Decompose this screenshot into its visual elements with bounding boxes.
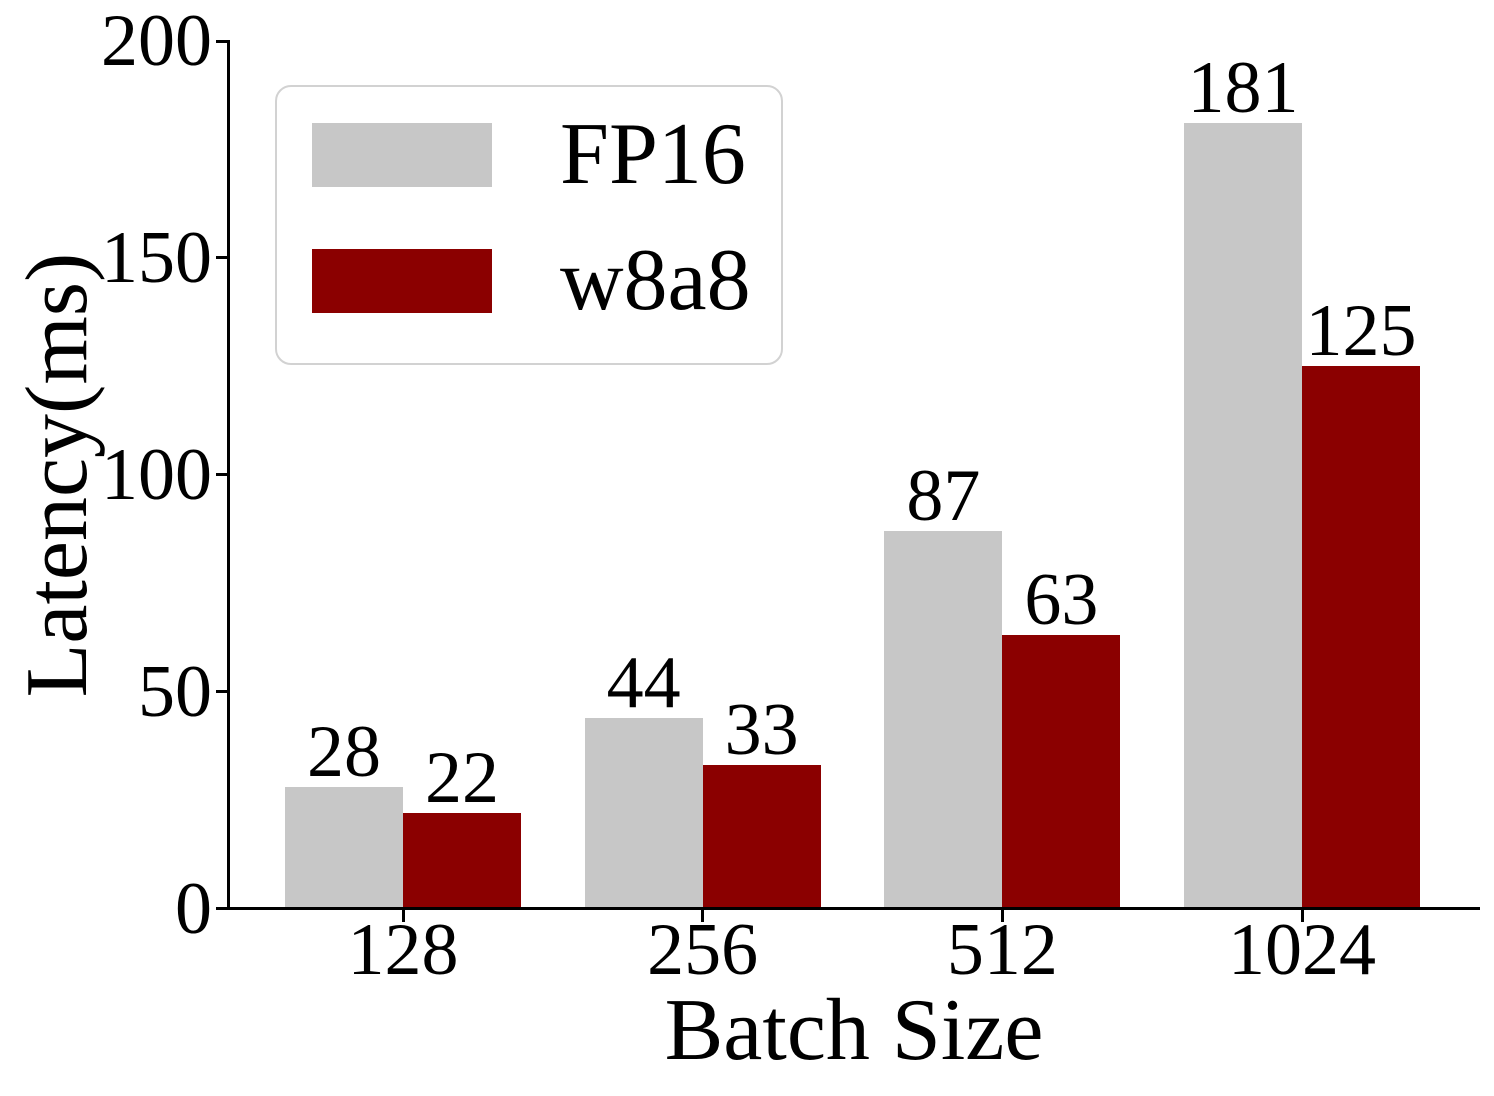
x-tick-label-1024: 1024 bbox=[1228, 909, 1376, 991]
x-tick-label-128: 128 bbox=[347, 909, 459, 991]
value-label-w8a8-1024: 125 bbox=[1305, 290, 1417, 373]
y-tick-mark-150 bbox=[216, 256, 228, 260]
value-label-FP16-1024: 181 bbox=[1187, 47, 1299, 130]
x-tick-mark-256 bbox=[701, 910, 705, 922]
legend-label-fp16: FP16 bbox=[560, 106, 746, 203]
x-axis-title: Batch Size bbox=[664, 982, 1044, 1079]
value-label-w8a8-256: 33 bbox=[724, 689, 799, 772]
value-label-w8a8-128: 22 bbox=[425, 737, 499, 820]
bar-FP16-1024 bbox=[1184, 123, 1302, 910]
x-tick-label-512: 512 bbox=[946, 909, 1058, 991]
value-label-FP16-256: 44 bbox=[606, 641, 681, 724]
y-tick-label-150: 150 bbox=[101, 216, 212, 299]
y-tick-label-0: 0 bbox=[175, 867, 212, 950]
y-tick-mark-50 bbox=[216, 690, 228, 694]
bar-FP16-128 bbox=[285, 787, 403, 910]
y-tick-label-50: 50 bbox=[138, 650, 212, 733]
legend: FP16 w8a8 bbox=[275, 85, 783, 365]
x-tick-mark-512 bbox=[1000, 910, 1004, 922]
bar-w8a8-128 bbox=[403, 813, 521, 910]
value-label-w8a8-512: 63 bbox=[1024, 559, 1099, 642]
bar-w8a8-256 bbox=[702, 765, 821, 910]
x-axis-spine bbox=[227, 907, 1480, 910]
bar-FP16-256 bbox=[584, 717, 703, 910]
legend-swatch-w8a8 bbox=[312, 249, 492, 313]
y-axis-spine bbox=[227, 40, 230, 910]
legend-item-w8a8: w8a8 bbox=[277, 232, 781, 329]
y-tick-mark-0 bbox=[216, 907, 228, 910]
x-tick-mark-1024 bbox=[1300, 910, 1304, 922]
legend-label-w8a8: w8a8 bbox=[560, 232, 751, 329]
legend-swatch-fp16 bbox=[312, 123, 492, 187]
y-tick-label-200: 200 bbox=[101, 0, 212, 82]
x-tick-label-256: 256 bbox=[647, 909, 759, 991]
bar-w8a8-1024 bbox=[1302, 366, 1420, 910]
y-tick-mark-100 bbox=[216, 473, 228, 477]
y-tick-label-100: 100 bbox=[101, 433, 212, 516]
value-label-FP16-128: 28 bbox=[307, 711, 381, 794]
value-label-FP16-512: 87 bbox=[906, 455, 981, 538]
x-tick-mark-128 bbox=[401, 910, 405, 922]
legend-item-fp16: FP16 bbox=[277, 106, 781, 203]
bar-FP16-512 bbox=[884, 531, 1003, 910]
bar-w8a8-512 bbox=[1002, 635, 1121, 910]
y-tick-mark-200 bbox=[216, 39, 228, 43]
